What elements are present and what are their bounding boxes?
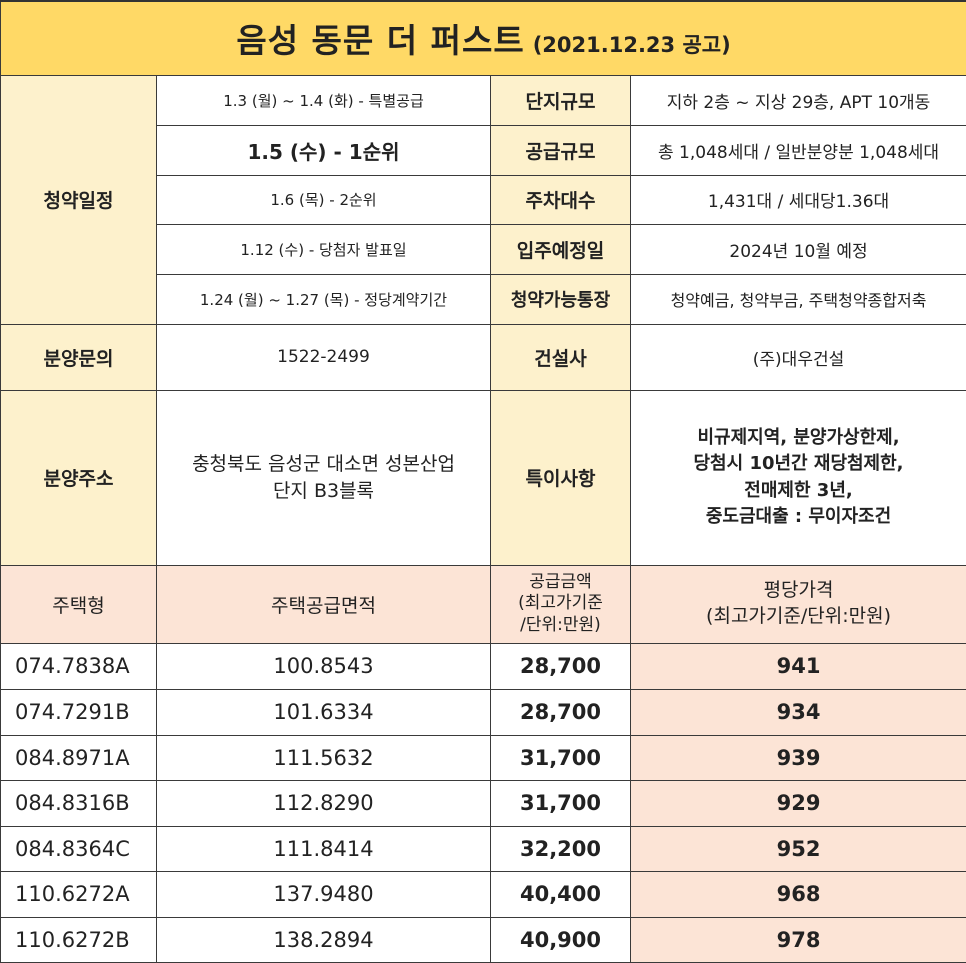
address-value: 충청북도 음성군 대소면 성본산업 단지 B3블록 bbox=[156, 389, 491, 566]
supply-area: 111.8414 bbox=[156, 825, 491, 872]
inquiry-phone: 1522-2499 bbox=[156, 323, 491, 391]
builder-value: (주)대우건설 bbox=[629, 323, 966, 391]
special-line: 중도금대출 : 무이자조건 bbox=[705, 505, 892, 527]
unit-type: 084.8971A bbox=[0, 734, 157, 781]
header-line: 공급금액 bbox=[529, 572, 592, 593]
info-value: 청약예금, 청약부금, 주택청약종합저축 bbox=[629, 273, 966, 325]
price-per-pyeong: 978 bbox=[629, 916, 966, 963]
schedule-item: 1.6 (목) - 2순위 bbox=[156, 174, 491, 225]
supply-area: 137.9480 bbox=[156, 870, 491, 918]
price-per-pyeong: 952 bbox=[629, 825, 966, 872]
supply-area: 101.6334 bbox=[156, 688, 491, 736]
schedule-item: 1.24 (월) ~ 1.27 (목) - 정당계약기간 bbox=[156, 273, 491, 325]
column-header-price: 공급금액 (최고가기준 /단위:만원) bbox=[490, 564, 631, 644]
price-rows: 074.7838A 100.8543 28,700 941 074.7291B 101.6… bbox=[0, 642, 966, 963]
special-value: 비규제지역, 분양가상한제, 당첨시 10년간 재당첨제한, 전매제한 3년, … bbox=[629, 389, 966, 566]
column-header-area: 주택공급면적 bbox=[156, 564, 491, 644]
table-row: 084.8971A 111.5632 31,700 939 bbox=[0, 734, 966, 781]
price-per-pyeong: 929 bbox=[629, 779, 966, 827]
column-header-type: 주택형 bbox=[0, 564, 157, 644]
column-header-per-pyeong: 평당가격 (최고가기준/단위:만원) bbox=[629, 564, 966, 644]
unit-type: 074.7291B bbox=[0, 688, 157, 736]
special-line: 전매제한 3년, bbox=[744, 479, 853, 501]
header-line: (최고가기준/단위:만원) bbox=[706, 605, 891, 627]
supply-price: 28,700 bbox=[490, 642, 631, 690]
supply-price: 32,200 bbox=[490, 825, 631, 872]
schedule-label: 청약일정 bbox=[0, 74, 157, 325]
price-per-pyeong: 968 bbox=[629, 870, 966, 918]
unit-type: 084.8364C bbox=[0, 825, 157, 872]
supply-area: 138.2894 bbox=[156, 916, 491, 963]
table-row: 074.7838A 100.8543 28,700 941 bbox=[0, 642, 966, 690]
info-label: 입주예정일 bbox=[490, 223, 631, 275]
supply-area: 100.8543 bbox=[156, 642, 491, 690]
header-line: 평당가격 bbox=[763, 579, 834, 602]
table-row: 110.6272B 138.2894 40,900 978 bbox=[0, 916, 966, 963]
info-value: 2024년 10월 예정 bbox=[629, 223, 966, 275]
schedule-item: 1.12 (수) - 당첨자 발표일 bbox=[156, 223, 491, 275]
schedule-item: 1.5 (수) - 1순위 bbox=[156, 124, 491, 176]
price-per-pyeong: 939 bbox=[629, 734, 966, 781]
special-line: 당첨시 10년간 재당첨제한, bbox=[693, 453, 904, 475]
header-line: /단위:만원) bbox=[520, 614, 601, 635]
title-banner: 음성 동문 더 퍼스트 (2021.12.23 공고) bbox=[0, 0, 966, 76]
inquiry-label: 분양문의 bbox=[0, 323, 157, 391]
unit-type: 110.6272B bbox=[0, 916, 157, 963]
unit-type: 110.6272A bbox=[0, 870, 157, 918]
address-line: 단지 B3블록 bbox=[272, 479, 375, 502]
table-row: 084.8316B 112.8290 31,700 929 bbox=[0, 779, 966, 827]
address-line: 충청북도 음성군 대소면 성본산업 bbox=[192, 452, 455, 475]
table-row: 110.6272A 137.9480 40,400 968 bbox=[0, 870, 966, 918]
info-label: 단지규모 bbox=[490, 74, 631, 126]
header-line: (최고가기준 bbox=[518, 593, 603, 614]
supply-area: 111.5632 bbox=[156, 734, 491, 781]
supply-price: 40,400 bbox=[490, 870, 631, 918]
info-label: 청약가능통장 bbox=[490, 273, 631, 325]
page-title: 음성 동문 더 퍼스트 bbox=[236, 21, 525, 61]
special-label: 특이사항 bbox=[490, 389, 631, 566]
address-label: 분양주소 bbox=[0, 389, 157, 566]
price-per-pyeong: 941 bbox=[629, 642, 966, 690]
special-line: 비규제지역, 분양가상한제, bbox=[697, 427, 900, 449]
info-label: 공급규모 bbox=[490, 124, 631, 176]
info-value: 1,431대 / 세대당1.36대 bbox=[629, 174, 966, 225]
price-per-pyeong: 934 bbox=[629, 688, 966, 736]
schedule-item: 1.3 (월) ~ 1.4 (화) - 특별공급 bbox=[156, 74, 491, 126]
table-row: 074.7291B 101.6334 28,700 934 bbox=[0, 688, 966, 736]
supply-area: 112.8290 bbox=[156, 779, 491, 827]
supply-price: 31,700 bbox=[490, 779, 631, 827]
supply-price: 28,700 bbox=[490, 688, 631, 736]
table-row: 084.8364C 111.8414 32,200 952 bbox=[0, 825, 966, 872]
announcement-date: (2021.12.23 공고) bbox=[532, 33, 731, 58]
supply-price: 31,700 bbox=[490, 734, 631, 781]
info-label: 주차대수 bbox=[490, 174, 631, 225]
unit-type: 084.8316B bbox=[0, 779, 157, 827]
unit-type: 074.7838A bbox=[0, 642, 157, 690]
supply-price: 40,900 bbox=[490, 916, 631, 963]
info-value: 지하 2층 ~ 지상 29층, APT 10개동 bbox=[629, 74, 966, 126]
info-value: 총 1,048세대 / 일반분양분 1,048세대 bbox=[629, 124, 966, 176]
builder-label: 건설사 bbox=[490, 323, 631, 391]
